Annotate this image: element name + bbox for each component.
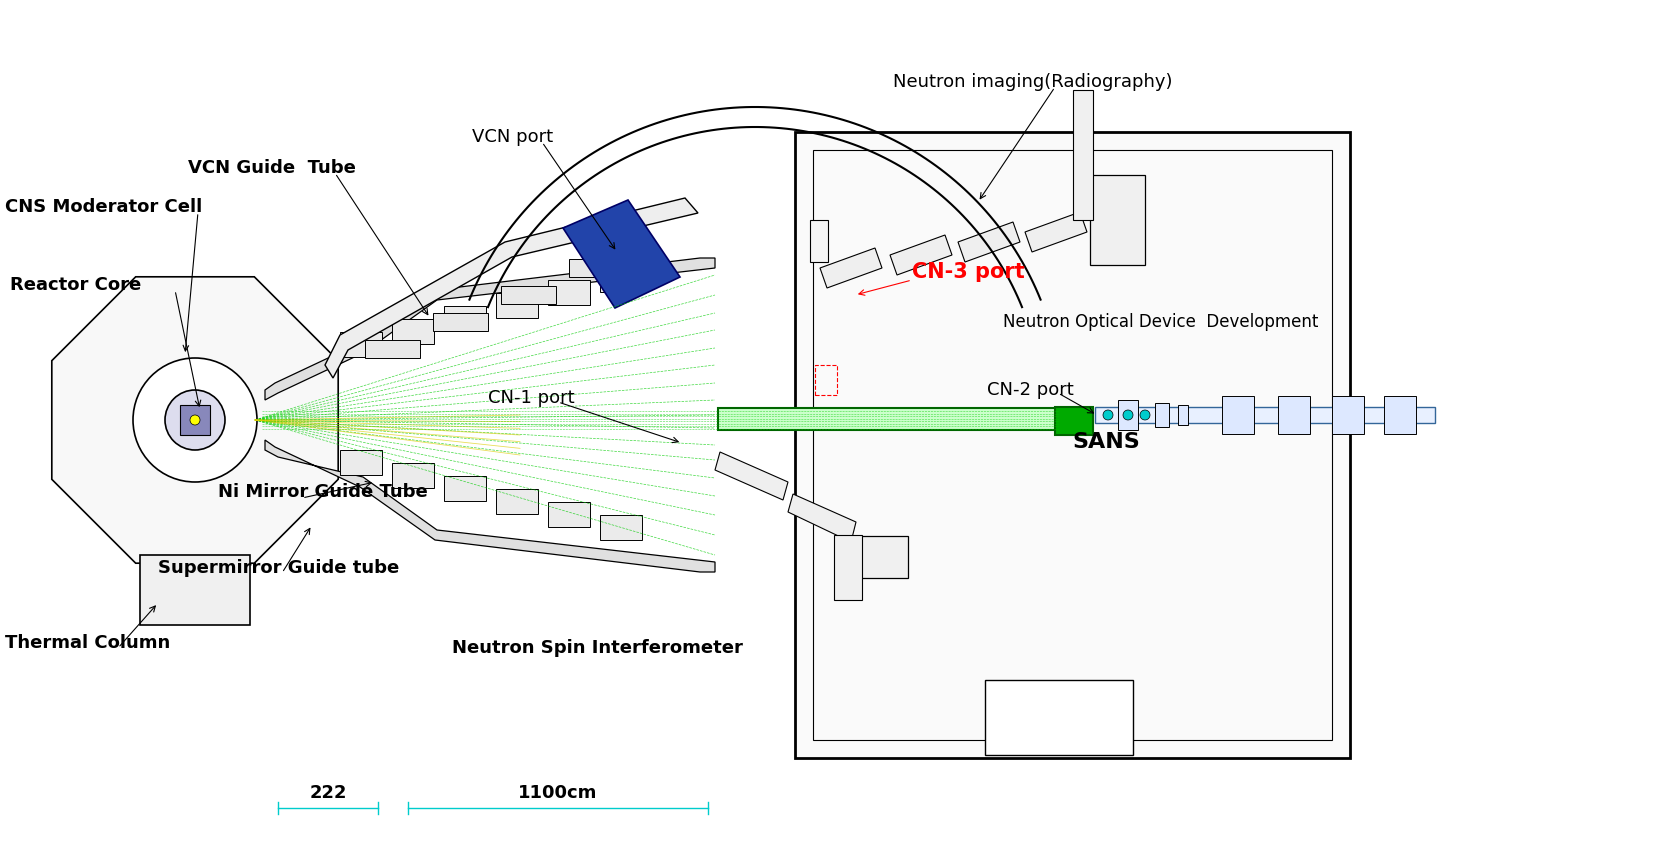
Polygon shape bbox=[52, 277, 339, 563]
Bar bbox=[1178, 405, 1188, 425]
Bar bbox=[810, 220, 828, 262]
Circle shape bbox=[132, 358, 256, 482]
Bar bbox=[985, 680, 1133, 755]
Bar bbox=[1332, 396, 1364, 434]
Circle shape bbox=[164, 390, 225, 450]
Polygon shape bbox=[444, 476, 486, 501]
Bar bbox=[1384, 396, 1416, 434]
Polygon shape bbox=[365, 340, 421, 358]
Bar bbox=[717, 408, 1059, 430]
Bar bbox=[835, 535, 861, 600]
Text: Neutron Optical Device  Development: Neutron Optical Device Development bbox=[1002, 313, 1319, 331]
Circle shape bbox=[189, 415, 199, 425]
Circle shape bbox=[1140, 410, 1150, 420]
Polygon shape bbox=[788, 494, 856, 542]
Circle shape bbox=[1103, 410, 1113, 420]
Polygon shape bbox=[568, 259, 623, 277]
Bar bbox=[815, 365, 836, 395]
Text: VCN Guide  Tube: VCN Guide Tube bbox=[188, 159, 355, 177]
Text: 1100cm: 1100cm bbox=[518, 784, 598, 802]
Bar bbox=[1222, 396, 1254, 434]
Bar bbox=[1054, 407, 1093, 435]
Polygon shape bbox=[501, 286, 556, 304]
Text: VCN port: VCN port bbox=[473, 128, 553, 146]
Text: 222: 222 bbox=[310, 784, 347, 802]
Polygon shape bbox=[325, 198, 697, 378]
Polygon shape bbox=[548, 280, 590, 305]
Text: CNS Moderator Cell: CNS Moderator Cell bbox=[5, 198, 203, 216]
Polygon shape bbox=[340, 450, 382, 475]
Bar bbox=[1118, 400, 1138, 430]
Polygon shape bbox=[600, 267, 642, 292]
Text: Thermal Column: Thermal Column bbox=[5, 634, 171, 652]
Polygon shape bbox=[265, 440, 716, 572]
Bar bbox=[1279, 396, 1311, 434]
Polygon shape bbox=[563, 200, 680, 308]
Text: Neutron imaging(Radiography): Neutron imaging(Radiography) bbox=[893, 73, 1173, 91]
Bar bbox=[858, 536, 908, 578]
Polygon shape bbox=[340, 332, 382, 357]
Text: CN-3 port: CN-3 port bbox=[912, 262, 1024, 282]
Polygon shape bbox=[959, 222, 1021, 262]
Bar bbox=[1089, 175, 1145, 265]
Polygon shape bbox=[444, 306, 486, 331]
Text: Neutron Spin Interferometer: Neutron Spin Interferometer bbox=[453, 639, 742, 657]
Polygon shape bbox=[432, 313, 488, 331]
Polygon shape bbox=[496, 293, 538, 318]
Polygon shape bbox=[392, 319, 434, 344]
Text: Reactor Core: Reactor Core bbox=[10, 276, 141, 294]
Polygon shape bbox=[392, 463, 434, 488]
Polygon shape bbox=[820, 248, 882, 288]
Polygon shape bbox=[1026, 212, 1088, 252]
Text: Supermirror Guide tube: Supermirror Guide tube bbox=[158, 559, 399, 577]
Text: CN-2 port: CN-2 port bbox=[987, 381, 1074, 399]
Polygon shape bbox=[890, 235, 952, 275]
Circle shape bbox=[1123, 410, 1133, 420]
Polygon shape bbox=[716, 452, 788, 500]
Bar bbox=[813, 150, 1332, 740]
Bar bbox=[1073, 90, 1093, 220]
Polygon shape bbox=[141, 555, 250, 625]
Bar bbox=[794, 132, 1349, 758]
Bar bbox=[1094, 407, 1435, 423]
Polygon shape bbox=[600, 515, 642, 540]
Bar bbox=[1155, 403, 1168, 427]
Polygon shape bbox=[265, 258, 716, 400]
Text: Ni Mirror Guide Tube: Ni Mirror Guide Tube bbox=[218, 483, 427, 501]
Bar bbox=[179, 405, 210, 435]
Polygon shape bbox=[548, 502, 590, 527]
Text: CN-1 port: CN-1 port bbox=[488, 389, 575, 407]
Text: SANS: SANS bbox=[1073, 432, 1140, 452]
Polygon shape bbox=[496, 489, 538, 514]
